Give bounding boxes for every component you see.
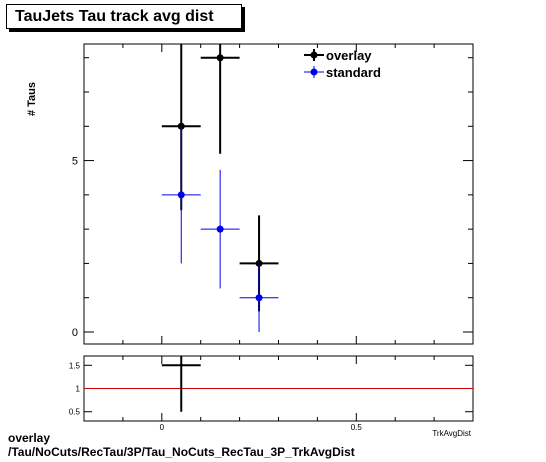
chart-title: TauJets Tau track avg dist (15, 8, 214, 25)
footer-caption: overlay /Tau/NoCuts/RecTau/3P/Tau_NoCuts… (8, 431, 355, 459)
main-standard-point (255, 294, 263, 302)
main-axis-ticks: 05 (72, 44, 473, 344)
ratio-plot-series (84, 356, 473, 412)
main-overlay-point (177, 122, 185, 130)
main-overlay-point (216, 54, 224, 62)
ratio-x-tick-label: 0.5 (351, 423, 363, 432)
footer-line-2: /Tau/NoCuts/RecTau/3P/Tau_NoCuts_RecTau_… (8, 445, 355, 459)
main-standard-point (177, 191, 185, 199)
ratio-y-tick-label: 1 (76, 385, 81, 394)
x-axis-title: TrkAvgDist (432, 429, 471, 438)
legend-overlay-marker (310, 51, 318, 59)
y-axis-title: # Taus (26, 82, 38, 116)
main-plot-frame (83, 43, 474, 345)
main-standard-point (216, 225, 224, 233)
footer-line-1: overlay (8, 431, 51, 445)
ratio-x-tick-label: 0 (160, 423, 165, 432)
ratio-y-tick-label: 0.5 (69, 408, 81, 417)
main-y-tick-label: 0 (72, 327, 78, 339)
legend: overlay standard (304, 48, 381, 80)
chart-title-box: TauJets Tau track avg dist (6, 4, 242, 29)
legend-standard-marker (310, 68, 318, 76)
main-plot-series (161, 44, 279, 332)
legend-standard-label: standard (326, 65, 381, 80)
legend-overlay-label: overlay (326, 48, 372, 63)
ratio-y-tick-label: 1.5 (69, 361, 81, 370)
main-y-tick-label: 5 (72, 156, 78, 168)
